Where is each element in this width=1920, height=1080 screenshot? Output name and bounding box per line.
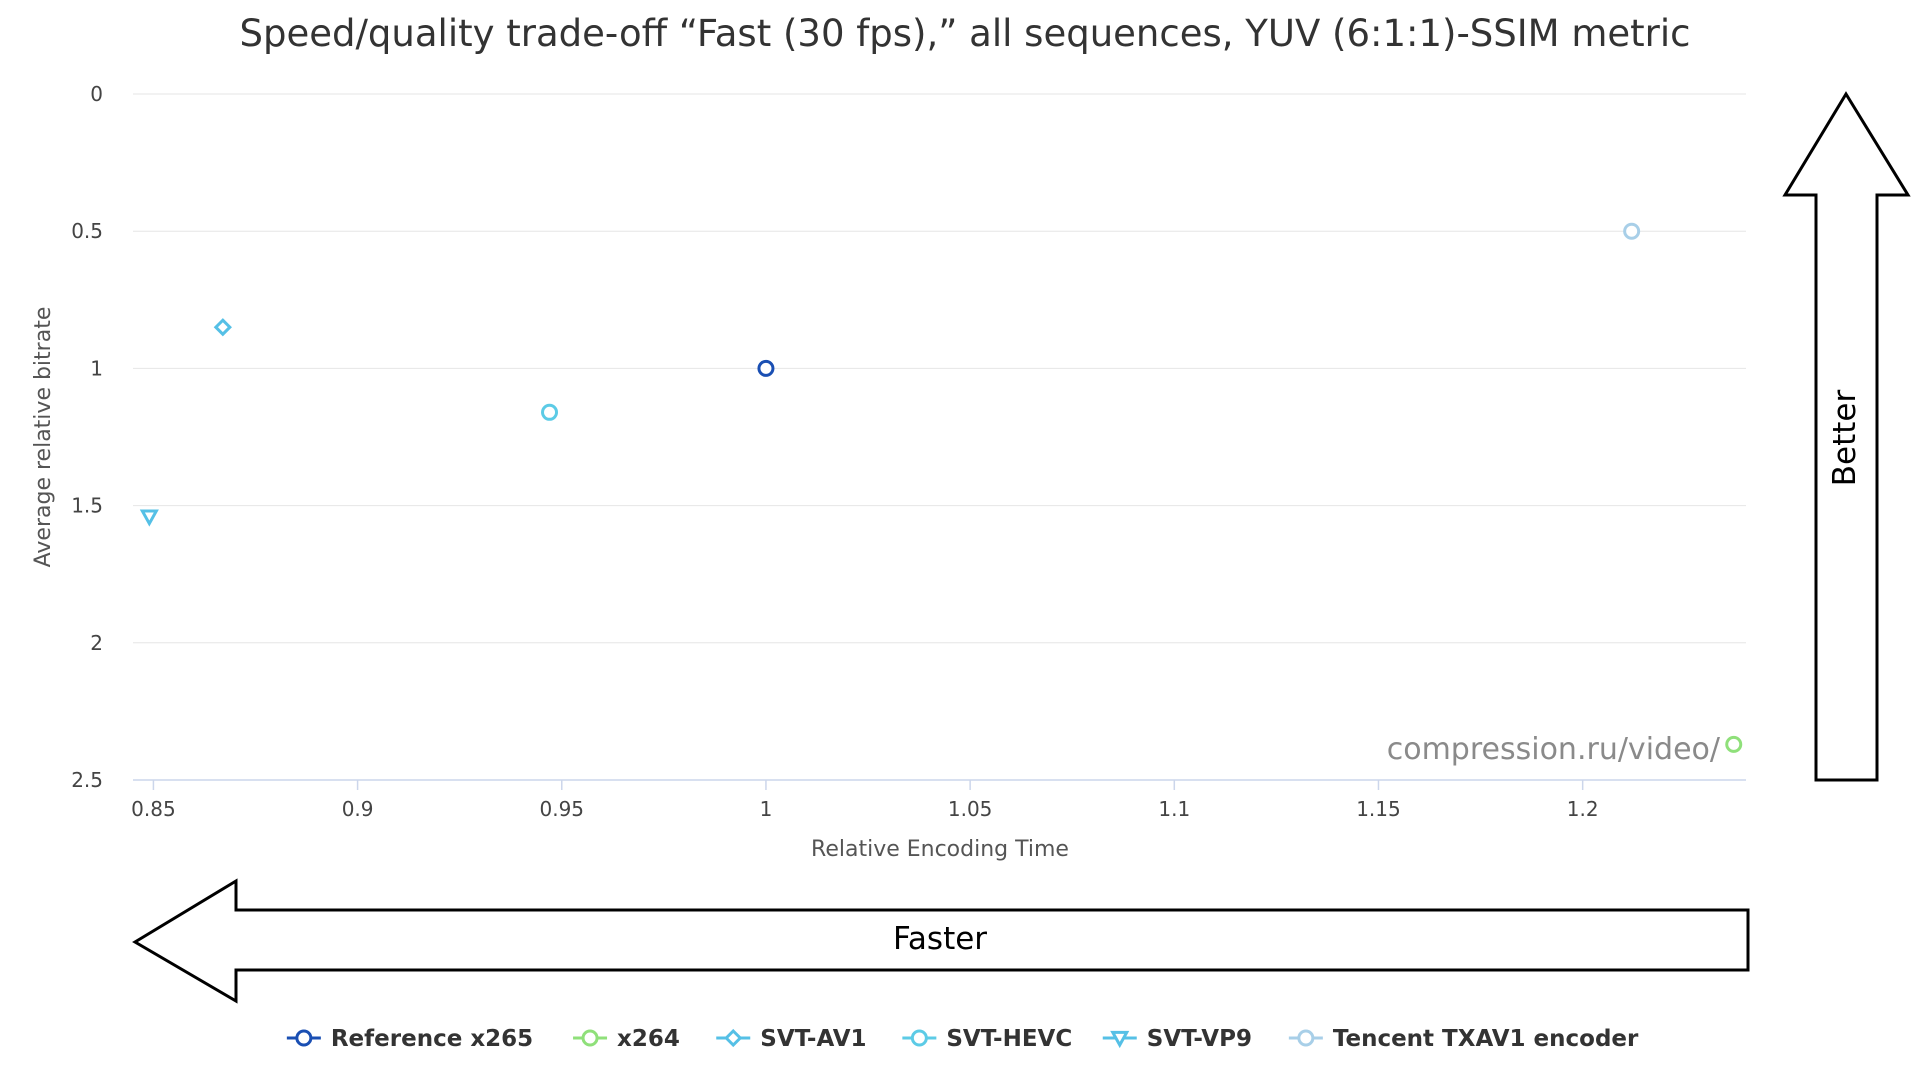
legend-symbol: [295, 1029, 313, 1047]
x-tick-label: 1.05: [948, 797, 993, 821]
chart-title: Speed/quality trade-off “Fast (30 fps),”…: [239, 12, 1690, 55]
watermark: compression.ru/video/: [1387, 732, 1721, 767]
legend-label[interactable]: x264: [617, 1026, 680, 1052]
faster-arrow: [132, 878, 1750, 1004]
axes: 0 0.5 1 1.5 2 2.5 0.85 0.9 0.95 1 1.05 1.1 1.15 1.2: [71, 82, 1598, 821]
legend-symbol: [581, 1029, 599, 1047]
better-label: Better: [1827, 390, 1863, 487]
y-tick-label: 0: [90, 82, 103, 106]
y-tick-label: 2: [90, 631, 103, 655]
y-tick-label: 1: [90, 356, 103, 380]
legend-symbol: [910, 1029, 928, 1047]
x-tick-label: 1: [760, 797, 773, 821]
legend-label[interactable]: SVT-VP9: [1147, 1026, 1252, 1052]
data-point: [1623, 222, 1641, 240]
legend-symbol: [1297, 1029, 1315, 1047]
legend-label[interactable]: Tencent TXAV1 encoder: [1333, 1026, 1639, 1052]
data-point: [541, 403, 559, 421]
legend-symbol: [724, 1028, 743, 1048]
y-tick-label: 1.5: [71, 494, 103, 518]
y-tick-label: 2.5: [71, 768, 103, 792]
grid: [133, 93, 1746, 781]
legend: Reference x265 x264 SVT-AV1 SVT-HEVC SVT-VP9…: [286, 1026, 1639, 1052]
x-tick-label: 1.15: [1356, 797, 1401, 821]
legend-label[interactable]: SVT-AV1: [760, 1026, 866, 1052]
data-point: [1725, 735, 1743, 753]
legend-label[interactable]: SVT-HEVC: [946, 1026, 1072, 1052]
better-arrow: [1782, 91, 1911, 782]
y-tick-label: 0.5: [71, 219, 103, 243]
legend-label[interactable]: Reference x265: [331, 1026, 533, 1052]
data-point: [757, 359, 775, 377]
x-tick-label: 0.9: [342, 797, 374, 821]
data-points: [139, 222, 1743, 753]
data-point: [213, 318, 232, 337]
x-tick-label: 1.1: [1158, 797, 1190, 821]
x-tick-label: 1.2: [1567, 797, 1599, 821]
data-point: [139, 509, 159, 527]
y-axis-title: Average relative bitrate: [31, 307, 56, 568]
x-axis-title: Relative Encoding Time: [811, 837, 1069, 862]
faster-label: Faster: [893, 921, 987, 957]
x-tick-label: 0.85: [131, 797, 176, 821]
legend-symbol: [1110, 1030, 1130, 1049]
x-tick-label: 0.95: [540, 797, 585, 821]
